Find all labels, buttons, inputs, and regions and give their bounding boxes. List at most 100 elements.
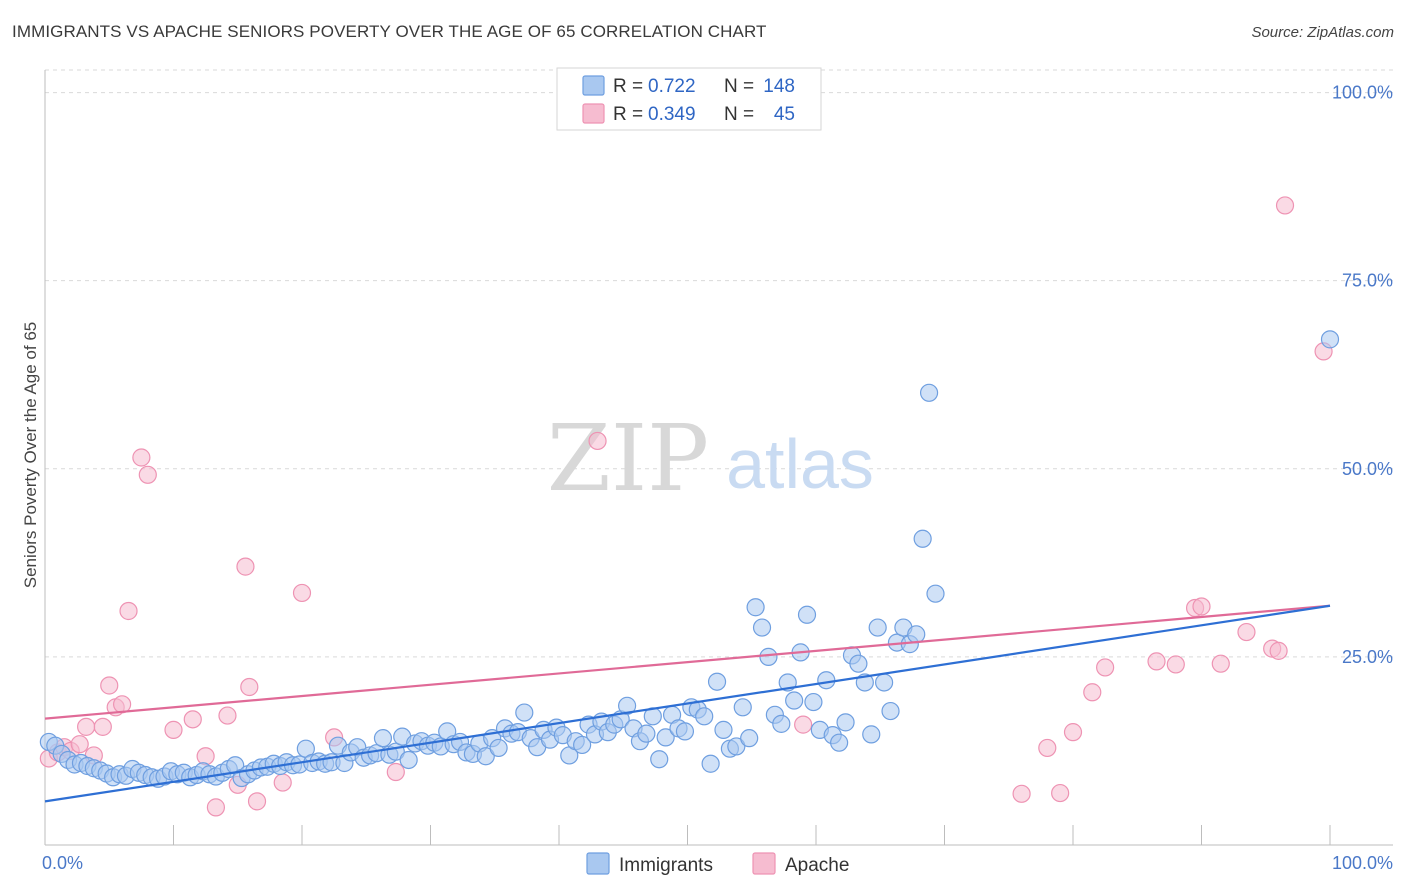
- legend-n-value-1: 45: [774, 104, 795, 125]
- immigrants-point-104: [707, 672, 727, 691]
- immigrants-point-121: [817, 671, 836, 690]
- watermark: ZIP atlas: [547, 405, 874, 512]
- apache-point-17: [206, 798, 226, 817]
- apache-point-40: [1237, 622, 1256, 642]
- apache-point-5: [77, 717, 96, 736]
- immigrants-point-109: [740, 729, 759, 748]
- x-tick-label-1: 100.0%: [1332, 853, 1393, 873]
- immigrants-point-96: [656, 728, 675, 747]
- source-credit: Source: ZipAtlas.com: [1251, 24, 1394, 41]
- apache-point-35: [1147, 652, 1166, 671]
- apache-point-8: [100, 676, 119, 695]
- immigrants-point-56: [399, 750, 418, 770]
- apache-point-39: [1211, 654, 1230, 673]
- apache-point-26: [386, 762, 405, 782]
- immigrants-point-135: [907, 625, 926, 644]
- apache-point-33: [1083, 683, 1102, 702]
- series-legend-label-immigrants: Immigrants: [619, 855, 713, 876]
- tick-labels: 25.0% 50.0% 75.0% 100.0% 0.0% 100.0%: [42, 83, 1393, 873]
- y-tick-label-2: 75.0%: [1342, 271, 1393, 291]
- immigrants-point-138: [926, 584, 945, 603]
- immigrants-point-124: [836, 713, 855, 732]
- immigrants-point-102: [695, 707, 714, 726]
- legend-n-label-1: N =: [724, 104, 754, 125]
- immigrants-point-114: [772, 714, 791, 733]
- immigrants-point-116: [785, 691, 804, 710]
- legend-swatch-immigrants: [582, 75, 605, 96]
- legend-r-label-1: R =: [613, 104, 643, 125]
- immigrants-point-70: [489, 738, 508, 758]
- apache-point-16: [196, 747, 215, 766]
- apache-point-4: [70, 735, 89, 754]
- apache-point-24: [292, 583, 312, 603]
- legend-n-value-0: 148: [763, 76, 795, 97]
- immigrants-point-130: [875, 673, 894, 692]
- stats-legend: R = 0.722 N = 148 R = 0.349 N = 45: [556, 67, 822, 131]
- chart-title: IMMIGRANTS VS APACHE SENIORS POVERTY OVE…: [12, 22, 767, 41]
- apache-point-38: [1192, 597, 1211, 616]
- apache-point-21: [240, 677, 259, 697]
- y-axis-label: Seniors Poverty Over the Age of 65: [21, 322, 40, 588]
- series-legend-swatch-apache: [752, 852, 776, 875]
- apache-point-34: [1096, 658, 1115, 677]
- apache-point-43: [1275, 196, 1295, 215]
- immigrants-point-99: [675, 722, 695, 741]
- series-legend-label-apache: Apache: [785, 855, 849, 876]
- apache-point-11: [119, 601, 138, 621]
- series-legend: Immigrants Apache: [586, 852, 849, 876]
- immigrants-point-52: [373, 729, 393, 748]
- immigrants-trend-line: [44, 604, 1331, 803]
- apache-point-14: [164, 720, 183, 739]
- immigrants-point-139: [1320, 330, 1340, 349]
- apache-trend-line: [44, 604, 1331, 720]
- apache-point-30: [1038, 738, 1057, 758]
- immigrants-point-112: [759, 647, 778, 666]
- immigrants-point-110: [746, 598, 765, 617]
- immigrants-point-118: [797, 605, 817, 624]
- immigrants-point-123: [830, 733, 849, 752]
- immigrants-point-74: [515, 703, 534, 722]
- immigrants-point-83: [573, 735, 592, 755]
- apache-point-13: [138, 465, 157, 484]
- apache-point-20: [236, 557, 255, 576]
- immigrants-point-68: [476, 747, 495, 766]
- legend-swatch-apache: [582, 103, 605, 124]
- y-tick-label-1: 50.0%: [1342, 459, 1393, 479]
- immigrants-point-128: [862, 725, 881, 744]
- immigrants-point-103: [701, 754, 720, 773]
- immigrants-point-137: [919, 383, 939, 402]
- immigrants-point-129: [868, 618, 887, 637]
- immigrants-point-107: [727, 737, 746, 756]
- immigrants-point-93: [637, 724, 656, 743]
- apache-point-7: [93, 717, 112, 736]
- immigrants-point-108: [733, 698, 752, 717]
- apache-point-36: [1166, 655, 1185, 674]
- legend-r-label-0: R =: [613, 76, 643, 97]
- series-legend-swatch-immigrants: [586, 852, 610, 875]
- watermark-zip: ZIP: [547, 405, 709, 512]
- x-tick-label-0: 0.0%: [42, 853, 83, 873]
- immigrants-point-111: [752, 618, 772, 637]
- apache-point-29: [1012, 784, 1031, 803]
- watermark-atlas: atlas: [726, 425, 874, 503]
- apache-point-31: [1051, 783, 1070, 803]
- y-tick-label-3: 100.0%: [1332, 83, 1393, 103]
- immigrants-point-90: [618, 696, 637, 715]
- apache-point-42: [1269, 641, 1288, 660]
- apache-point-23: [273, 773, 292, 792]
- y-tick-label-0: 25.0%: [1342, 647, 1393, 667]
- apache-point-18: [218, 706, 237, 725]
- immigrants-point-95: [650, 750, 669, 769]
- legend-r-value-0: 0.722: [648, 76, 696, 97]
- axes: [44, 70, 1393, 846]
- apache-point-28: [794, 715, 813, 734]
- apache-point-32: [1063, 723, 1083, 742]
- immigrants-point-131: [881, 701, 900, 721]
- immigrants-point-136: [913, 529, 932, 548]
- immigrants-point-119: [804, 692, 823, 712]
- immigrants-point-126: [849, 654, 868, 673]
- apache-point-12: [132, 448, 151, 467]
- immigrants-point-105: [714, 720, 733, 739]
- apache-point-22: [247, 792, 267, 811]
